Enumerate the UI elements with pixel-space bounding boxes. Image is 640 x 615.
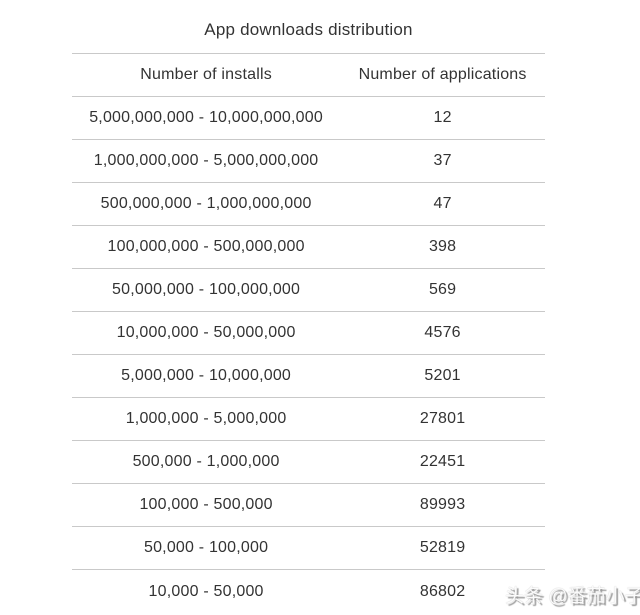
table-row: 500,000 - 1,000,000 22451 [72,440,545,484]
installs-cell: 5,000,000,000 - 10,000,000,000 [72,96,341,140]
applications-cell: 4576 [340,311,545,355]
table-row: 10,000,000 - 50,000,000 4576 [72,311,545,355]
col-header-applications: Number of applications [340,54,545,97]
installs-cell: 10,000 - 50,000 [148,583,264,600]
col-header-installs: Number of installs [72,54,341,97]
installs-cell: 500,000 - 1,000,000 [72,440,341,484]
table-row: 5,000,000,000 - 10,000,000,000 12 [72,96,545,140]
table-row: 5,000,000 - 10,000,000 5201 [72,354,545,398]
installs-cell: 100,000 - 500,000 [72,483,341,527]
applications-cell: 12 [340,96,545,140]
installs-cell: 1,000,000 - 5,000,000 [72,397,341,441]
installs-cell: 100,000,000 - 500,000,000 [72,225,341,269]
header-row: Number of installs Number of application… [72,54,545,97]
installs-cell: 5,000,000 - 10,000,000 [72,354,341,398]
table-row: 50,000,000 - 100,000,000 569 [72,268,545,312]
applications-cell: 22451 [340,440,545,484]
installs-cell: 1,000,000,000 - 5,000,000,000 [72,139,341,183]
table-row: 1,000,000 - 5,000,000 27801 [72,397,545,441]
table-row: 1,000,000,000 - 5,000,000,000 37 [72,139,545,183]
table-row: 100,000,000 - 500,000,000 398 [72,225,545,269]
table-row: 500,000,000 - 1,000,000,000 47 [72,182,545,226]
installs-cell: 50,000,000 - 100,000,000 [72,268,341,312]
applications-cell: 5201 [340,354,545,398]
downloads-table: Number of installs Number of application… [72,54,545,614]
table-header: Number of installs Number of application… [72,54,545,97]
applications-cell: 52819 [340,526,545,570]
applications-cell: 89993 [340,483,545,527]
table-row: 50,000 - 100,000 52819 [72,526,545,570]
installs-cell: 500,000,000 - 1,000,000,000 [72,182,341,226]
table-body: 5,000,000,000 - 10,000,000,000 12 1,000,00… [72,96,545,615]
applications-cell: 398 [340,225,545,269]
page-title: App downloads distribution [72,0,545,54]
applications-cell: 569 [340,268,545,312]
applications-cell: 27801 [340,397,545,441]
applications-cell: 37 [340,139,545,183]
applications-cell: 47 [340,182,545,226]
installs-cell: 10,000,000 - 50,000,000 [72,311,341,355]
installs-cell: 50,000 - 100,000 [72,526,341,570]
applications-cell: 86802 [419,583,466,600]
table-row: 100,000 - 500,000 89993 [72,483,545,527]
downloads-distribution-panel: App downloads distribution Number of ins… [72,0,545,614]
table-row: 10,000 - 50,000 86802 [72,570,545,615]
